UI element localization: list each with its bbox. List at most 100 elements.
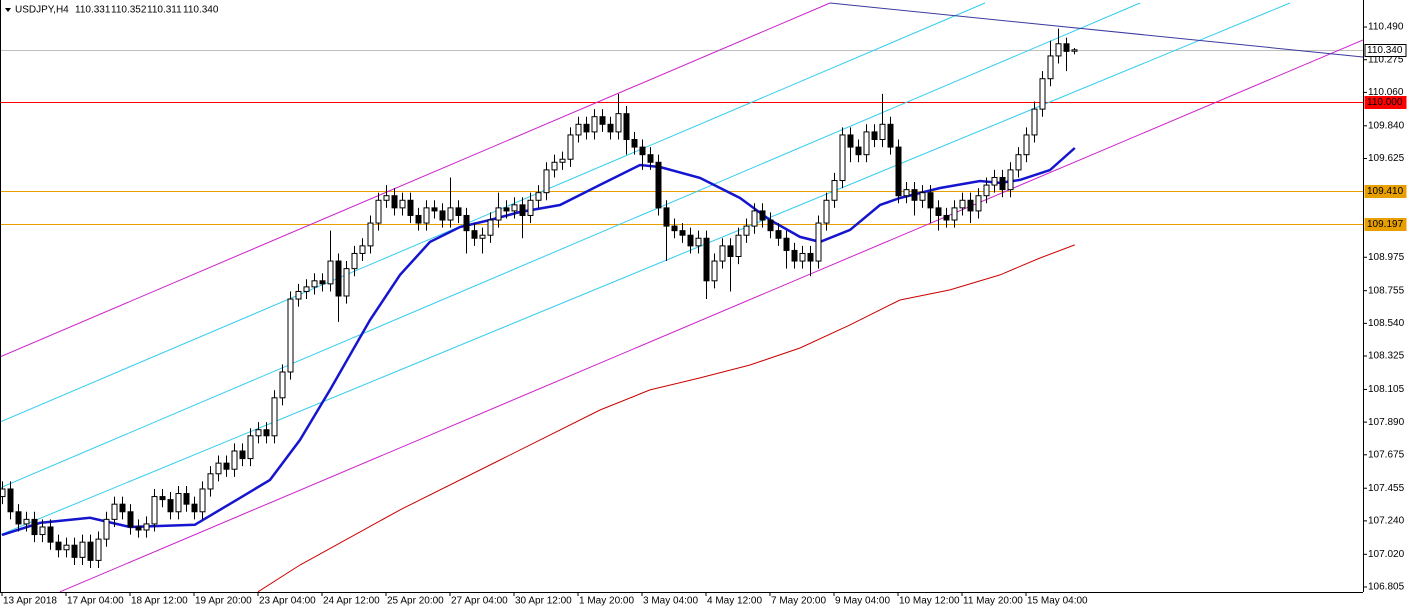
y-tick-label: 108.975 (1368, 252, 1405, 263)
candle-body (783, 237, 790, 251)
candle-body (599, 116, 606, 125)
candle-body (391, 195, 398, 209)
candle-body (967, 199, 974, 212)
candle-body (319, 280, 326, 285)
candle-body (327, 260, 334, 285)
candle-body (983, 184, 990, 197)
x-tick-label: 18 Apr 12:00 (131, 596, 188, 607)
menu-icon (5, 8, 11, 12)
candle-body (919, 192, 926, 201)
candle-body (887, 123, 894, 148)
x-tick-label: 15 May 04:00 (1027, 596, 1088, 607)
candle-body (215, 462, 222, 475)
candle-body (871, 131, 878, 140)
candle-body (631, 138, 638, 148)
candle-body (487, 219, 494, 236)
candle-body (711, 260, 718, 282)
candle-body (975, 195, 982, 212)
candle-body (399, 199, 406, 209)
candle-body (791, 249, 798, 262)
candle-body (359, 245, 366, 254)
candle-body (767, 219, 774, 232)
x-tick-label: 9 May 04:00 (835, 596, 890, 607)
candle-body (727, 245, 734, 257)
plot-area (0, 2, 1363, 592)
y-tick-label: 108.325 (1368, 351, 1405, 362)
level-label-box (1364, 218, 1407, 231)
level-label-box (1364, 96, 1407, 109)
candle-body (943, 214, 950, 221)
candle-body (1031, 108, 1038, 136)
candle-body (623, 113, 630, 140)
candle-body (959, 199, 966, 209)
x-tick-label: 25 Apr 20:00 (387, 596, 444, 607)
candle-body (175, 493, 182, 513)
candle-body (263, 429, 270, 437)
candle-body (639, 146, 646, 156)
candle-body (1039, 78, 1046, 110)
y-tick-label: 107.455 (1368, 483, 1405, 494)
level-label: 109.197 (1367, 219, 1404, 230)
trend-line (0, 2, 1291, 536)
candle-body (815, 222, 822, 262)
candle-body (343, 268, 350, 297)
y-tick-label: 110.060 (1368, 87, 1404, 98)
candle-body (111, 503, 118, 520)
candle-body (375, 199, 382, 224)
candle-body (351, 252, 358, 270)
y-tick-label: 107.240 (1368, 516, 1405, 527)
candle-body (295, 290, 302, 300)
trend-line (59, 39, 1363, 592)
candle-body (63, 544, 70, 551)
candle-body (207, 473, 214, 490)
candle-body (479, 234, 486, 239)
candle-body (575, 123, 582, 136)
candle-body (447, 207, 454, 221)
candle-body (551, 161, 558, 171)
candle-body (671, 225, 678, 232)
candle-body (743, 225, 750, 236)
candle-body (439, 210, 446, 221)
candle-body (735, 234, 742, 257)
y-tick-label: 107.890 (1368, 417, 1405, 428)
candle-body (775, 230, 782, 239)
candle-body (471, 230, 478, 239)
candle-body (991, 176, 998, 186)
quote-close: 110.340 (183, 5, 219, 16)
x-tick-label: 30 Apr 12:00 (515, 596, 572, 607)
trend-line (0, 2, 1141, 489)
candle-body (183, 493, 190, 505)
candle-body (1063, 43, 1070, 52)
candle-body (199, 488, 206, 513)
candle-body (23, 518, 30, 525)
candle-body (543, 169, 550, 194)
candle-body (591, 116, 598, 133)
candle-body (287, 298, 294, 373)
x-tick-label: 17 Apr 04:00 (67, 596, 124, 607)
level-label-box (1364, 185, 1407, 198)
candle-body (615, 113, 622, 133)
candle-body (47, 526, 54, 543)
candle-body (855, 146, 862, 156)
candle-body (559, 158, 566, 163)
candle-body (895, 146, 902, 197)
candle-body (223, 462, 230, 470)
trend-line (0, 2, 831, 358)
candle-body (31, 518, 38, 536)
candle-body (703, 237, 710, 282)
candle-body (231, 450, 238, 470)
trend-line (829, 2, 1363, 58)
candle-body (39, 526, 46, 536)
candle-body (247, 435, 254, 460)
candle-body (55, 541, 62, 551)
candle-body (311, 280, 318, 288)
moving-average (1, 147, 1076, 537)
candle-body (519, 204, 526, 216)
trend-line (0, 2, 986, 423)
candle-body (687, 234, 694, 247)
candle-body (911, 189, 918, 201)
y-tick-label: 108.755 (1368, 285, 1405, 296)
